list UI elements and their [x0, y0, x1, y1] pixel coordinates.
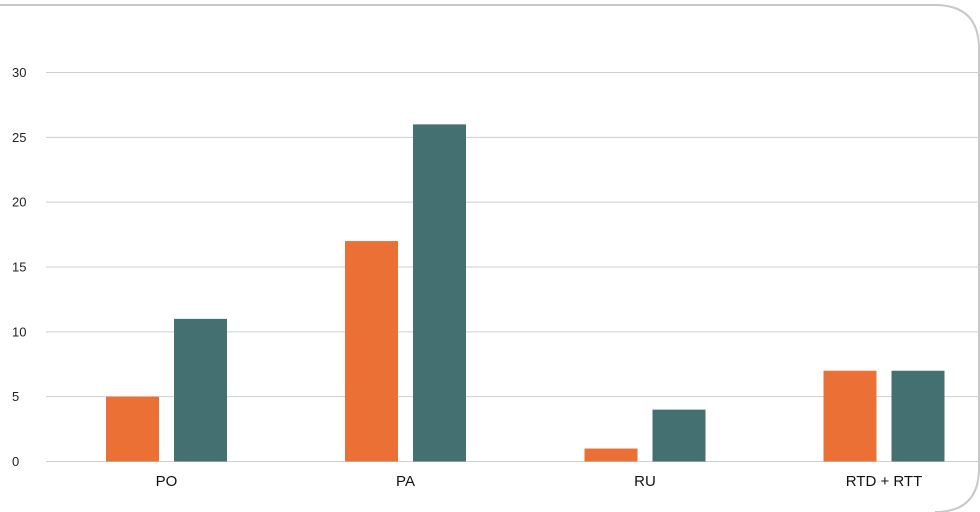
x-category-label: RU: [634, 473, 656, 490]
x-category-label: PA: [396, 473, 415, 490]
y-tick-label: 20: [12, 195, 26, 210]
bar-series2-ru: [652, 409, 706, 462]
bar-series2-rtd-rtt: [891, 370, 945, 462]
y-tick-label: 0: [12, 454, 19, 469]
y-tick-label: 5: [12, 389, 19, 404]
bar-series1-ru: [584, 448, 638, 462]
bar-series1-po: [106, 396, 159, 462]
y-tick-label: 30: [12, 65, 26, 80]
y-tick-label: 25: [12, 130, 26, 145]
bar-series1-rtd-rtt: [823, 370, 877, 462]
y-tick-label: 15: [12, 260, 26, 275]
x-category-label: PO: [156, 473, 178, 490]
bar-series2-po: [174, 318, 227, 462]
x-axis-labels: PO PA RU RTD + RTT: [156, 473, 923, 490]
x-category-label: RTD + RTT: [846, 473, 923, 490]
y-axis-ticks: 0 5 10 15 20 25 30: [12, 65, 26, 469]
y-tick-label: 10: [12, 324, 26, 339]
bars: [106, 124, 945, 462]
panel-frame: [0, 4, 980, 512]
bar-series1-pa: [345, 241, 398, 462]
bar-series2-pa: [413, 124, 466, 462]
